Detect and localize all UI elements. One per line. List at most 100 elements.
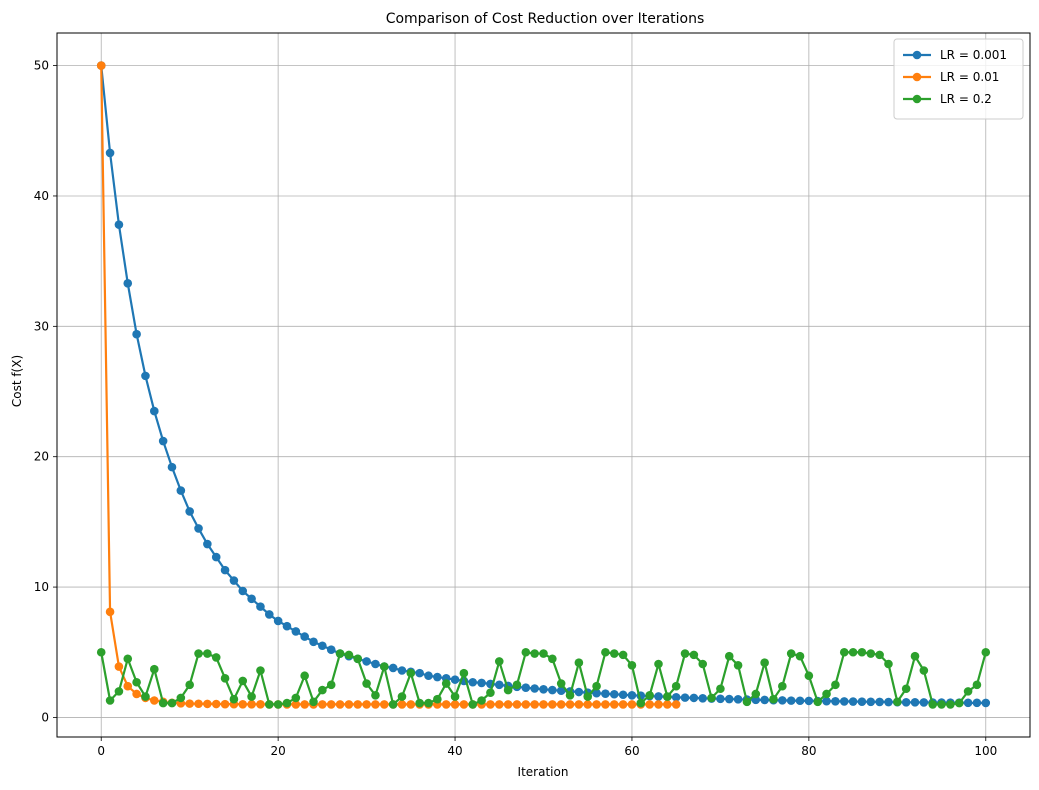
- data-point: [96, 61, 106, 70]
- data-point: [592, 700, 601, 709]
- data-point: [645, 700, 654, 709]
- legend-swatch-marker: [912, 50, 922, 60]
- data-point: [760, 695, 769, 705]
- data-point: [379, 700, 389, 709]
- data-point: [353, 654, 363, 664]
- y-tick-label: 10: [34, 580, 49, 594]
- data-point: [450, 675, 460, 684]
- series-layer: [96, 61, 991, 709]
- data-point: [441, 679, 451, 688]
- data-point: [601, 700, 610, 709]
- data-point: [477, 678, 486, 688]
- data-point: [618, 700, 628, 709]
- data-point: [424, 698, 433, 708]
- data-point: [256, 666, 265, 675]
- axis-ticks: 0 20 40 60 80 100 0 10 20 30 40 50: [34, 59, 998, 758]
- data-point: [601, 647, 610, 657]
- data-point: [884, 659, 893, 669]
- data-point: [698, 693, 708, 703]
- data-point: [565, 700, 575, 709]
- data-point: [786, 696, 796, 705]
- data-point: [804, 696, 814, 706]
- y-tick-label: 20: [34, 450, 49, 464]
- data-point: [556, 679, 566, 688]
- data-point: [671, 700, 681, 709]
- data-point: [494, 657, 504, 666]
- data-point: [592, 688, 601, 698]
- data-point: [203, 649, 212, 658]
- data-point: [539, 700, 548, 709]
- data-point: [176, 486, 186, 495]
- data-point: [194, 699, 203, 709]
- data-point: [645, 690, 654, 700]
- data-point: [132, 689, 141, 699]
- data-point: [450, 700, 460, 709]
- data-point: [291, 627, 301, 636]
- data-point: [530, 700, 539, 709]
- data-point: [371, 700, 380, 709]
- data-point: [539, 649, 548, 658]
- data-point: [946, 700, 955, 709]
- data-point: [627, 690, 637, 700]
- data-point: [167, 698, 177, 708]
- x-tick-label: 40: [447, 744, 462, 758]
- data-point: [309, 697, 318, 707]
- data-point: [406, 700, 416, 709]
- data-point: [574, 687, 584, 697]
- data-point: [937, 700, 946, 709]
- x-tick-label: 80: [801, 744, 816, 758]
- data-point: [663, 700, 672, 709]
- data-point: [503, 685, 513, 695]
- data-point: [362, 657, 371, 666]
- data-point: [556, 686, 566, 696]
- data-point: [203, 699, 212, 709]
- data-point: [521, 647, 531, 657]
- data-point: [486, 688, 495, 697]
- data-point: [282, 698, 292, 708]
- data-point: [114, 687, 124, 696]
- data-point: [857, 647, 867, 657]
- data-point: [963, 687, 973, 696]
- data-point: [158, 436, 168, 446]
- data-point: [459, 668, 469, 678]
- data-point: [388, 663, 398, 673]
- data-point: [839, 697, 849, 706]
- data-point: [141, 692, 150, 701]
- data-point: [486, 700, 495, 709]
- data-point: [291, 700, 301, 709]
- x-tick-label: 100: [974, 744, 997, 758]
- data-point: [928, 700, 937, 709]
- data-point: [521, 683, 531, 693]
- data-point: [273, 616, 283, 626]
- data-point: [326, 645, 336, 654]
- data-point: [96, 647, 106, 657]
- grid: [57, 33, 1030, 737]
- data-point: [654, 659, 663, 669]
- data-point: [530, 649, 539, 658]
- data-point: [397, 666, 407, 675]
- data-point: [256, 602, 265, 611]
- data-point: [220, 565, 230, 575]
- data-point: [910, 698, 920, 707]
- data-point: [512, 700, 522, 709]
- data-point: [238, 586, 248, 596]
- data-point: [397, 700, 407, 709]
- data-point: [291, 693, 301, 703]
- data-point: [344, 700, 354, 709]
- data-point: [742, 697, 752, 707]
- legend: LR = 0.001 LR = 0.01 LR = 0.2: [893, 38, 1024, 120]
- legend-item: LR = 0.001: [903, 48, 1007, 62]
- legend-label: LR = 0.2: [940, 92, 992, 106]
- data-point: [716, 684, 725, 694]
- data-point: [353, 700, 363, 709]
- data-point: [972, 680, 982, 690]
- data-point: [654, 700, 663, 709]
- data-point: [256, 699, 265, 709]
- data-point: [167, 462, 177, 472]
- data-point: [866, 697, 876, 707]
- data-point: [671, 681, 681, 691]
- data-point: [220, 699, 230, 709]
- data-point: [539, 684, 548, 694]
- data-point: [503, 700, 513, 709]
